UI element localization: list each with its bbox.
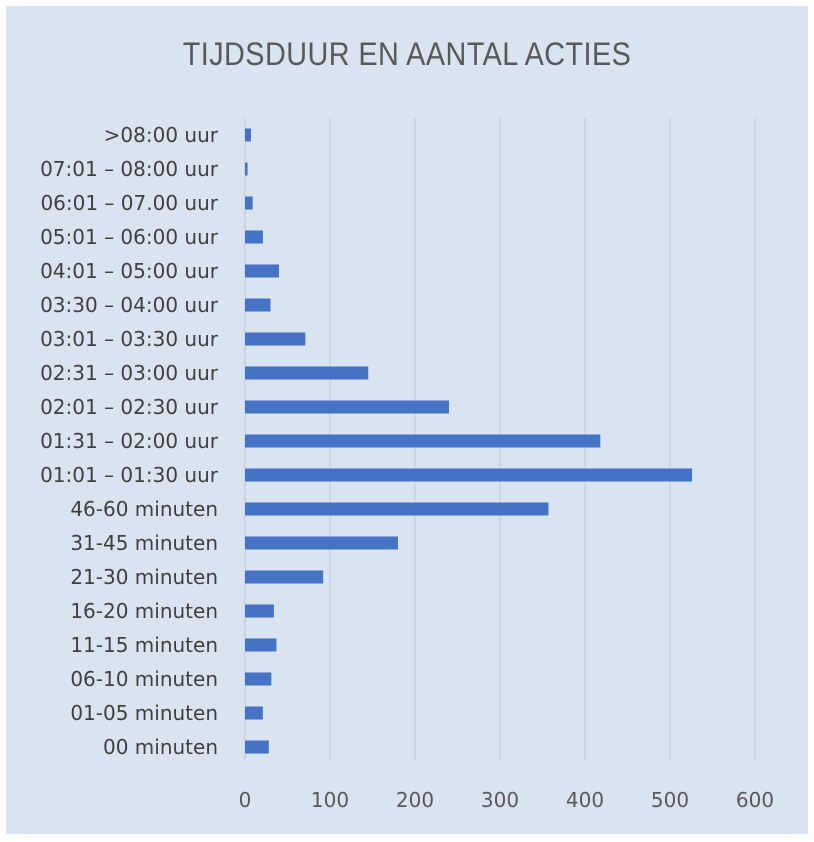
category-label: 02:31 – 03:00 uur	[40, 361, 219, 385]
bars	[245, 128, 693, 754]
x-tick-label: 600	[736, 788, 774, 812]
bar	[245, 570, 324, 584]
bar	[245, 196, 253, 210]
x-tick-label: 400	[566, 788, 604, 812]
bar	[245, 536, 398, 550]
bar	[245, 264, 279, 278]
x-tick-label: 0	[239, 788, 252, 812]
x-tick-label: 500	[651, 788, 689, 812]
x-tick-label: 100	[311, 788, 349, 812]
bar	[245, 162, 248, 176]
category-label: 01:01 – 01:30 uur	[40, 463, 219, 487]
x-tick-label: 200	[396, 788, 434, 812]
category-label: 03:30 – 04:00 uur	[40, 293, 219, 317]
bar	[245, 298, 271, 312]
x-axis-tick-labels: 0 100 200 300 400 500 600	[239, 788, 774, 812]
category-label: 06-10 minuten	[70, 667, 218, 691]
category-label: 02:01 – 02:30 uur	[40, 395, 219, 419]
category-labels: >08:00 uur 07:01 – 08:00 uur 06:01 – 07.00…	[40, 123, 219, 759]
category-label: 03:01 – 03:30 uur	[40, 327, 219, 351]
bar	[245, 128, 251, 142]
bar	[245, 672, 272, 686]
bar	[245, 434, 601, 448]
category-label: 21-30 minuten	[70, 565, 218, 589]
bar	[245, 332, 306, 346]
category-label: 06:01 – 07.00 uur	[40, 191, 218, 215]
category-label: 31-45 minuten	[70, 531, 218, 555]
category-label: 11-15 minuten	[70, 633, 218, 657]
bar	[245, 740, 269, 754]
bar	[245, 638, 277, 652]
bar	[245, 400, 449, 414]
category-label: 46-60 minuten	[70, 497, 218, 521]
bar	[245, 366, 369, 380]
chart-title: TIJDSDUUR EN AANTAL ACTIES	[182, 36, 632, 72]
category-label: 07:01 – 08:00 uur	[40, 157, 219, 181]
category-label: 01-05 minuten	[70, 701, 218, 725]
chart-panel	[6, 6, 808, 834]
bar	[245, 230, 263, 244]
bar	[245, 502, 549, 516]
category-label: 16-20 minuten	[70, 599, 218, 623]
bar	[245, 706, 263, 720]
x-tick-label: 300	[481, 788, 519, 812]
bar	[245, 468, 693, 482]
category-label: 05:01 – 06:00 uur	[40, 225, 219, 249]
category-label: 04:01 – 05:00 uur	[40, 259, 219, 283]
bar	[245, 604, 274, 618]
category-label: 01:31 – 02:00 uur	[40, 429, 219, 453]
category-label: >08:00 uur	[104, 123, 219, 147]
category-label: 00 minuten	[103, 735, 218, 759]
